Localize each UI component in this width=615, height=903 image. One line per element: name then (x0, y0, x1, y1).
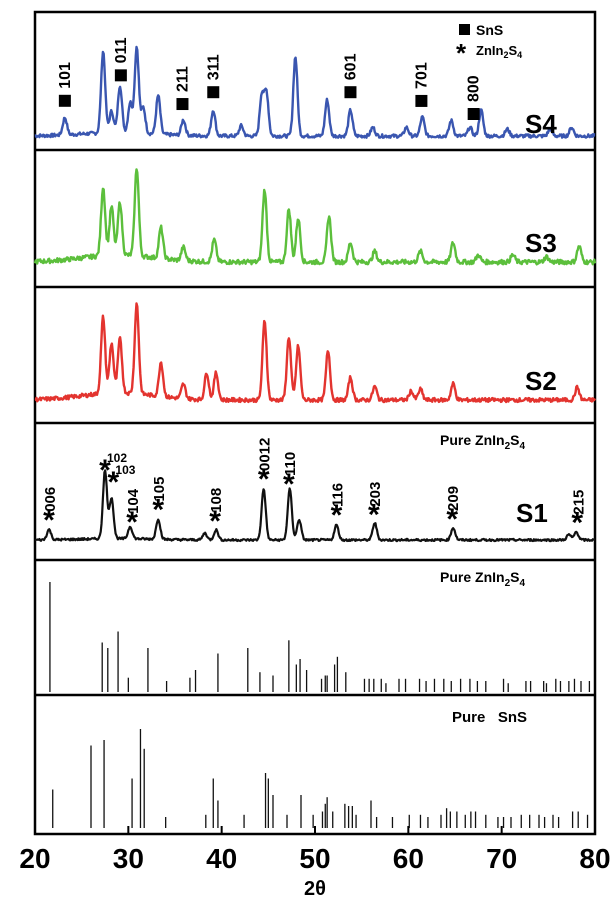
peak-label-006: 006 (42, 487, 59, 512)
legend-square-icon (459, 24, 470, 35)
peak-label-311: 311 (205, 54, 222, 80)
peak-label-102: 102 (107, 451, 127, 465)
square-marker-800 (467, 108, 480, 120)
x-tick-label: 30 (113, 843, 144, 874)
x-tick-label: 60 (393, 843, 424, 874)
series-line-s3 (33, 168, 597, 266)
peak-label-011: 011 (113, 37, 130, 63)
legend-sns-label: SnS (476, 22, 503, 38)
star-marker-110: * (283, 468, 295, 501)
peak-label-108: 108 (208, 488, 225, 513)
square-marker-311 (207, 86, 220, 99)
square-marker-701 (415, 94, 428, 107)
x-tick-label: 40 (206, 843, 237, 874)
x-tick-label: 50 (299, 843, 330, 874)
star-marker-102: * (99, 454, 111, 487)
pattern-lines (33, 45, 597, 828)
x-tick-label: 20 (19, 843, 50, 874)
square-marker-211 (176, 98, 189, 111)
star-marker-104: * (126, 506, 138, 539)
x-axis: 20 30 40 50 60 70 80 (19, 826, 611, 874)
star-marker-209: * (446, 503, 458, 536)
peak-label-0012: 0012 (257, 438, 274, 471)
panel-label-s3: S3 (525, 228, 557, 258)
star-marker-116: * (331, 499, 343, 532)
peak-label-701: 701 (413, 62, 430, 89)
star-marker-108: * (209, 505, 221, 538)
peak-label-211: 211 (174, 66, 191, 92)
series-line-s4 (34, 45, 596, 139)
peak-label-110: 110 (282, 452, 299, 476)
peak-label-800: 800 (466, 75, 483, 102)
star-marker-103: * (108, 466, 120, 499)
star-marker-203: * (368, 499, 380, 532)
series-line-s2 (34, 302, 597, 404)
s1-title: Pure ZnIn2S4 (440, 432, 525, 452)
peak-label-104: 104 (125, 488, 142, 514)
legend-star-icon: * (456, 38, 467, 68)
peak-label-105: 105 (151, 477, 168, 502)
peak-label-103: 103 (115, 463, 135, 477)
square-marker-011 (114, 69, 127, 82)
ref-znin2s4-title: Pure ZnIn2S4 (440, 569, 525, 589)
ref-sns-title: Pure SnS (452, 709, 527, 726)
x-axis-label: 2θ (304, 878, 326, 900)
panel-label-s1: S1 (516, 498, 548, 528)
peak-label-116: 116 (329, 483, 346, 507)
panel-label-s4: S4 (525, 109, 557, 139)
peak-label-209: 209 (445, 486, 462, 511)
star-marker-006: * (43, 504, 55, 537)
square-marker-601 (344, 86, 357, 99)
star-marker-105: * (152, 494, 164, 527)
star-marker-215: * (571, 507, 583, 540)
peak-label-215: 215 (570, 490, 587, 515)
square-marker-101 (58, 94, 71, 107)
peak-label-101: 101 (57, 62, 74, 89)
series-line-s1 (34, 469, 596, 543)
peak-label-601: 601 (342, 53, 359, 80)
x-tick-label: 80 (579, 843, 610, 874)
star-marker-0012: * (258, 463, 270, 496)
panel-label-s2: S2 (525, 366, 557, 396)
legend-znin2s4-label: ZnIn2S4 (476, 43, 522, 60)
x-tick-label: 70 (486, 843, 517, 874)
legend: SnS * ZnIn2S4 (456, 22, 522, 68)
peak-label-203: 203 (367, 482, 384, 507)
